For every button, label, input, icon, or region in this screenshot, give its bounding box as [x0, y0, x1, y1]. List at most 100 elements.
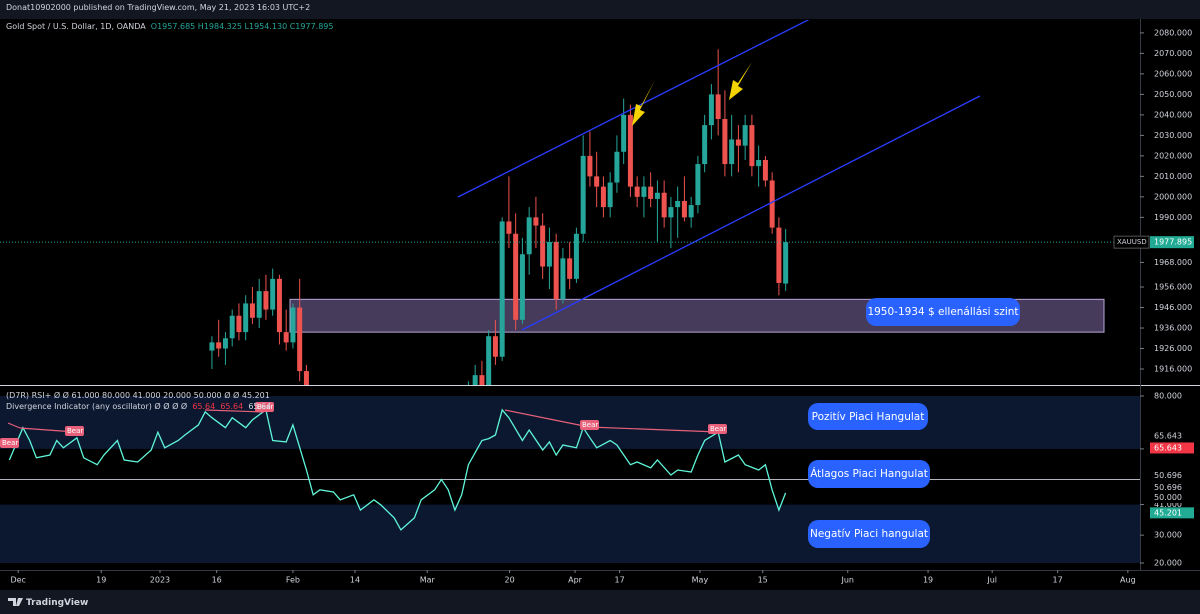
- div-legend: Divergence Indicator (any oscillator) Ø …: [6, 402, 271, 411]
- bear-badge: [580, 420, 599, 430]
- logo: [8, 598, 23, 606]
- low: L1954.130: [244, 22, 288, 31]
- arrow: [632, 80, 655, 126]
- button[interactable]: Negatív Piaci hangulat: [808, 520, 930, 548]
- x-tick-label: Dec: [10, 576, 25, 585]
- bear-label: Bear: [2, 439, 18, 447]
- value-badge-label: 45.201: [1154, 508, 1182, 517]
- symbol-legend: Gold Spot / U.S. Dollar, 1D, OANDA O1957…: [6, 22, 333, 31]
- value-badge-label: 50.696: [1154, 471, 1182, 480]
- candle-body: [432, 494, 437, 504]
- candle-body: [627, 114, 633, 187]
- y-tick-label: 2060.000: [1154, 69, 1192, 78]
- y-tick-label: 41.000: [1154, 500, 1182, 509]
- candle-body: [499, 221, 505, 357]
- x-tick-label: 14: [350, 576, 360, 585]
- footer-bar: [0, 590, 1200, 614]
- y-tick-label: 80.000: [1154, 392, 1182, 401]
- x-tick-label: 19: [923, 576, 933, 585]
- candle-body: [587, 155, 593, 177]
- channel-line: [521, 95, 981, 331]
- value-badge: [1150, 430, 1194, 442]
- candle-body: [675, 200, 681, 208]
- x-tick-label: May: [692, 576, 709, 585]
- candle-body: [479, 375, 485, 385]
- y-tick-label: 30.000: [1154, 531, 1182, 540]
- y-tick-label: 1990.000: [1154, 213, 1192, 222]
- candle-body: [303, 371, 309, 385]
- candle-body: [560, 258, 566, 300]
- candle-body: [283, 332, 289, 343]
- open: O1957.685: [150, 22, 196, 31]
- rsi-legend: (D7R) RSI+ Ø Ø 61.000 80.000 41.000 20.0…: [6, 391, 270, 400]
- header-bar: [0, 0, 1200, 19]
- candle-body: [580, 155, 586, 234]
- value-badge-label: 50.696: [1154, 483, 1182, 492]
- bear-badge: [65, 426, 84, 436]
- bear-label: Bear: [710, 425, 726, 433]
- zone-label: 1950-1934 $ ellenállási szint: [866, 298, 1020, 326]
- rsi-line: [8, 408, 787, 531]
- value-badge-label: 65.643: [1154, 443, 1182, 452]
- button[interactable]: Átlagos Piaci Hangulat: [808, 460, 930, 488]
- x-tick-label: Jul: [986, 576, 997, 585]
- x-tick-label: Apr: [568, 576, 583, 585]
- candle-body: [769, 180, 775, 228]
- candle-body: [526, 217, 532, 255]
- y-tick-label: 20.000: [1154, 559, 1182, 568]
- candle-body: [567, 258, 573, 279]
- candle-body: [229, 315, 235, 339]
- candle-body: [338, 488, 343, 494]
- candle-body: [209, 342, 215, 351]
- candle-body: [621, 114, 627, 152]
- candle-body: [742, 125, 748, 146]
- candle-body: [614, 151, 620, 183]
- x-tick-label: 17: [615, 576, 625, 585]
- y-tick-label: 1956.000: [1154, 283, 1192, 292]
- rsi-band: [0, 504, 1140, 563]
- candle-body: [702, 125, 708, 165]
- ohlc: O1957.685 H1984.325 L1954.130 C1977.895: [151, 22, 334, 31]
- candle-body: [249, 303, 255, 318]
- candle-body: [695, 164, 701, 206]
- value-badge-label: 65.643: [1154, 431, 1182, 440]
- candle-body: [540, 225, 546, 267]
- divergence-line: [588, 426, 719, 433]
- x-tick-label: Feb: [286, 576, 300, 585]
- candle-body: [486, 336, 492, 385]
- candle-body: [634, 186, 640, 197]
- candle-body: [594, 176, 600, 187]
- candle-body: [600, 186, 606, 208]
- candle-body: [708, 94, 714, 126]
- candle-body: [290, 307, 296, 343]
- value-badge: [1150, 470, 1194, 482]
- high: H1984.325: [197, 22, 242, 31]
- candle-body: [216, 342, 222, 349]
- candle-body: [236, 315, 242, 333]
- candle-body: [776, 227, 782, 283]
- x-tick-label: 15: [758, 576, 768, 585]
- div-value: 65.64: [248, 402, 272, 411]
- bear-label: Bear: [257, 403, 273, 411]
- candle-body: [681, 200, 687, 218]
- candle-body: [533, 217, 539, 226]
- div-title: Divergence Indicator (any oscillator) Ø …: [6, 402, 188, 411]
- candle-body: [648, 186, 654, 199]
- candle-body: [472, 375, 478, 385]
- bear-badge: [0, 438, 19, 448]
- y-tick-label: 2040.000: [1154, 110, 1192, 119]
- y-tick-label: 2000.000: [1154, 192, 1192, 201]
- candle-body: [276, 278, 282, 333]
- candle-body: [222, 338, 228, 349]
- y-tick-label: 2080.000: [1154, 28, 1192, 37]
- button[interactable]: Pozitív Piaci Hangulat: [808, 403, 928, 430]
- axes: 2080.0002070.0002060.0002050.0002040.000…: [10, 28, 1194, 585]
- y-tick-label: 2050.000: [1154, 90, 1192, 99]
- symbol-label: XAUUSD: [1117, 238, 1147, 246]
- rsi-band: [0, 396, 1140, 449]
- candle-body: [607, 182, 613, 208]
- x-tick-label: Mar: [420, 576, 436, 585]
- candle-body: [654, 192, 660, 199]
- candle-body: [270, 278, 276, 310]
